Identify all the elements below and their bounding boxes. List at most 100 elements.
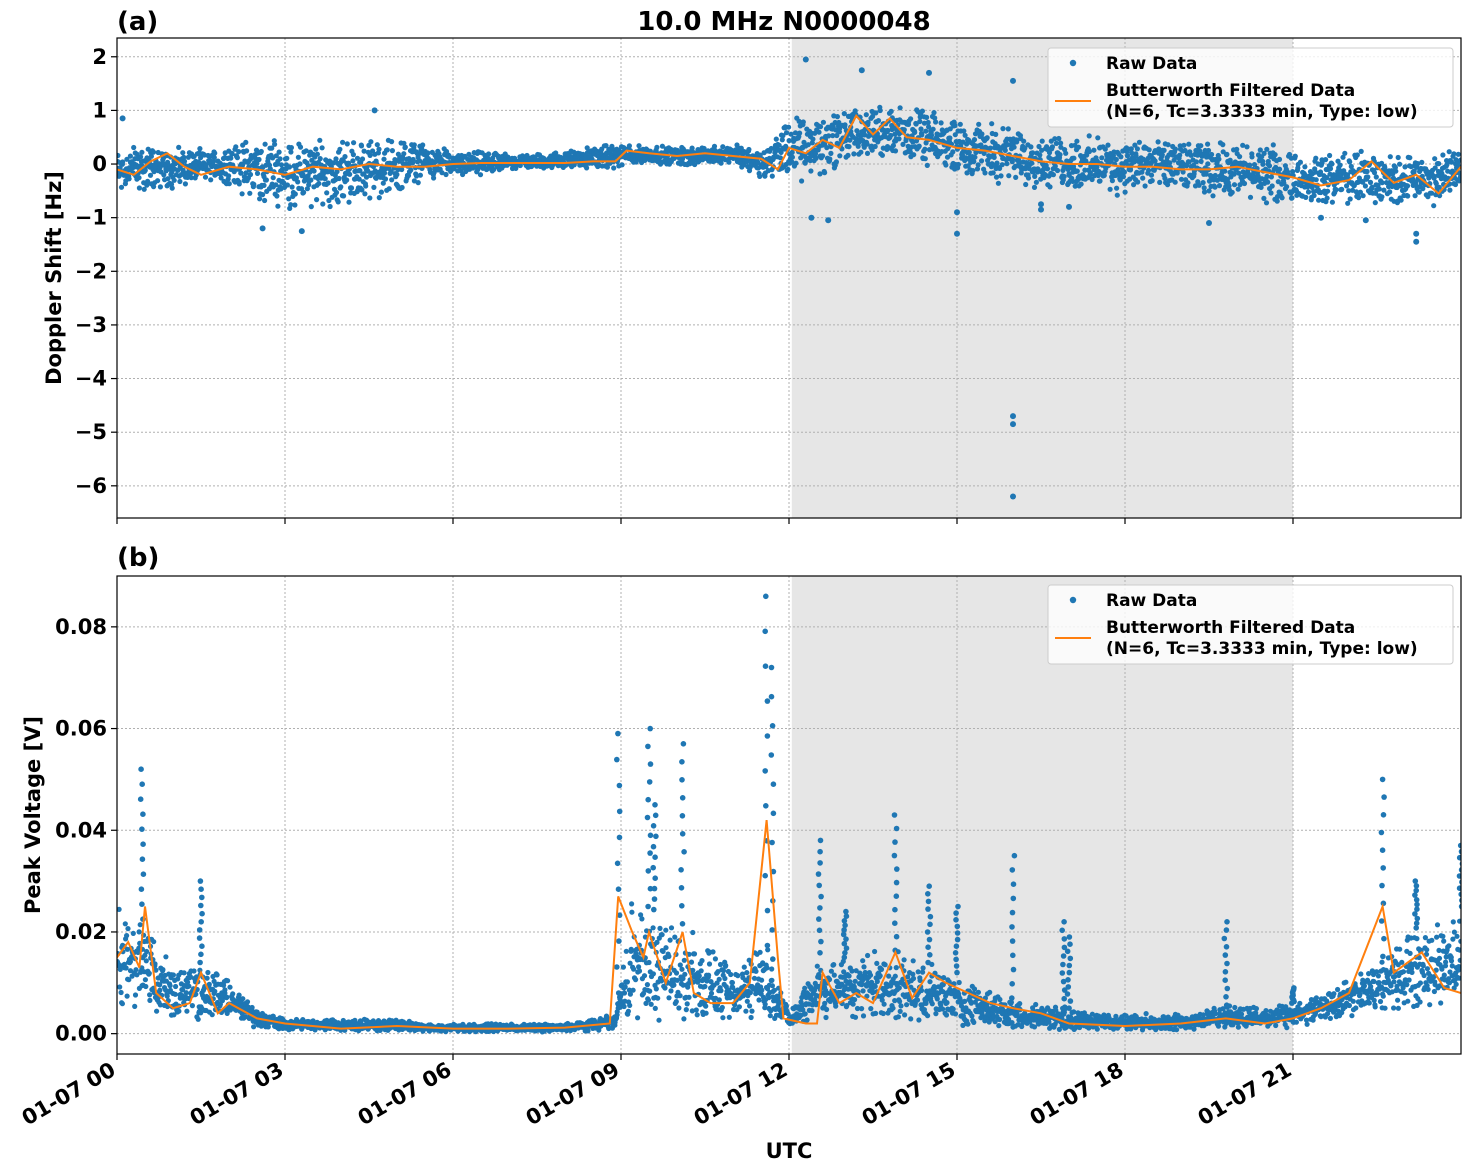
raw-point: [858, 149, 864, 155]
raw-point: [425, 150, 431, 156]
raw-point: [399, 166, 405, 173]
raw-point: [673, 999, 679, 1005]
raw-point: [1234, 146, 1240, 152]
raw-point: [759, 987, 765, 993]
raw-point: [764, 965, 770, 971]
raw-point: [242, 1014, 248, 1020]
raw-point: [117, 152, 121, 159]
raw-point: [696, 973, 702, 979]
raw-point: [378, 189, 384, 195]
raw-point: [974, 166, 981, 172]
raw-point: [1181, 142, 1187, 148]
raw-point: [226, 181, 232, 187]
raw-point: [824, 145, 830, 151]
raw-point: [256, 156, 262, 163]
raw-point: [736, 1004, 743, 1010]
raw-point: [272, 141, 278, 147]
raw-point: [1316, 197, 1322, 203]
raw-point: [1102, 146, 1108, 152]
raw-point: [491, 166, 497, 173]
raw-point: [169, 185, 175, 191]
raw-point: [389, 177, 395, 183]
raw-point: [316, 180, 322, 187]
raw-point: [668, 925, 675, 931]
raw-point: [181, 158, 188, 164]
raw-point: [747, 990, 754, 996]
raw-point: [1124, 153, 1131, 159]
raw-point: [888, 108, 894, 114]
raw-point: [766, 995, 772, 1001]
raw-point: [206, 981, 212, 988]
raw-point: [717, 961, 724, 968]
raw-point: [584, 165, 590, 171]
raw-point: [1387, 189, 1393, 195]
raw-point: [671, 982, 677, 988]
raw-point: [167, 983, 173, 989]
raw-point: [139, 965, 145, 971]
raw-point: [654, 939, 660, 946]
raw-point: [769, 977, 775, 983]
raw-point: [1205, 141, 1211, 147]
raw-point: [926, 124, 932, 130]
raw-point: [171, 177, 177, 183]
raw-point: [1071, 155, 1077, 161]
raw-point: [1329, 161, 1335, 167]
raw-point: [1044, 166, 1051, 172]
raw-point: [144, 948, 150, 955]
raw-point: [1201, 185, 1207, 191]
raw-point: [789, 149, 795, 155]
raw-point: [726, 159, 732, 165]
raw-point: [1347, 196, 1353, 202]
raw-point: [1319, 160, 1325, 166]
raw-point: [982, 170, 988, 176]
raw-point: [1372, 200, 1378, 206]
raw-point: [1163, 162, 1169, 168]
raw-point: [1061, 173, 1067, 180]
raw-point: [834, 114, 841, 120]
raw-point: [386, 186, 392, 192]
raw-point: [879, 152, 886, 158]
raw-point: [1222, 168, 1228, 174]
raw-point: [356, 176, 362, 182]
legend-filtered-params: (N=6, Tc=3.3333 min, Type: low): [1106, 102, 1418, 122]
raw-point: [1292, 153, 1298, 159]
raw-point: [646, 959, 652, 966]
raw-point: [1129, 150, 1135, 156]
raw-point: [800, 119, 806, 125]
raw-point: [1114, 185, 1120, 191]
raw-point: [994, 160, 1000, 166]
raw-point: [1436, 184, 1442, 190]
raw-point: [351, 140, 357, 146]
raw-point: [979, 158, 985, 164]
raw-point: [1099, 155, 1105, 161]
raw-point: [1022, 145, 1028, 151]
raw-point: [892, 131, 898, 137]
raw-point: [1249, 154, 1255, 160]
raw-point: [151, 184, 157, 190]
raw-point: [143, 983, 149, 990]
raw-point: [363, 174, 370, 180]
raw-point: [1431, 203, 1437, 209]
raw-point: [181, 154, 187, 160]
raw-point: [139, 149, 145, 155]
raw-point: [1013, 174, 1019, 180]
raw-point: [1404, 183, 1411, 189]
raw-point: [344, 177, 350, 183]
raw-point: [324, 190, 330, 196]
raw-point: [1146, 147, 1152, 153]
raw-point: [1235, 186, 1241, 192]
raw-point: [1185, 180, 1191, 186]
raw-point: [627, 1002, 633, 1009]
raw-point: [1120, 174, 1126, 180]
raw-point: [124, 933, 130, 939]
raw-point: [822, 170, 828, 176]
raw-point: [1132, 142, 1138, 148]
raw-point: [193, 974, 200, 980]
raw-point: [654, 144, 660, 150]
raw-point: [1054, 167, 1061, 174]
raw-point: [1447, 187, 1453, 193]
raw-point: [320, 201, 326, 207]
y-tick-label: −1: [75, 206, 107, 230]
raw-point: [286, 164, 293, 170]
raw-point: [1122, 189, 1128, 195]
